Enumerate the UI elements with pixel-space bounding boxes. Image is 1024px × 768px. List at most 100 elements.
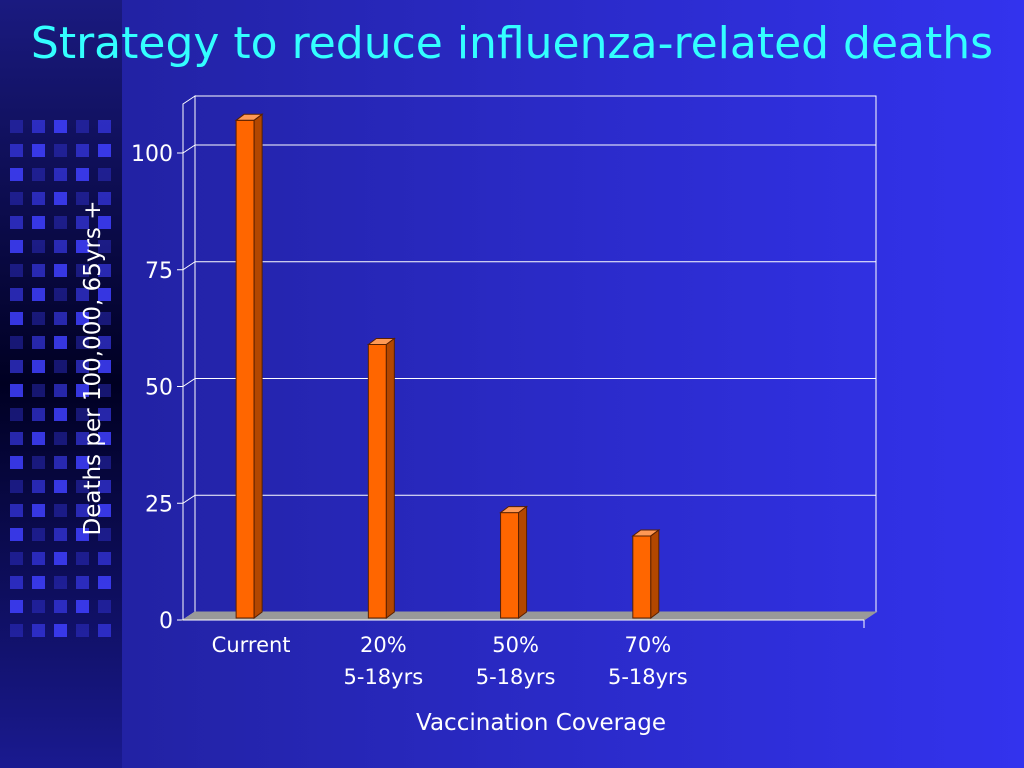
decorative-square (54, 240, 67, 253)
decorative-square (98, 480, 111, 493)
decorative-square (32, 312, 45, 325)
y-axis-title: Deaths per 100,000, 65yrs + (80, 201, 106, 536)
x-tick-label-line: 5-18yrs (476, 665, 556, 689)
decorative-square (10, 504, 23, 517)
decorative-square (54, 600, 67, 613)
decorative-square (10, 576, 23, 589)
decorative-square (32, 264, 45, 277)
y-tick-label: 100 (131, 142, 173, 167)
decorative-square (98, 288, 111, 301)
decorative-square (98, 456, 111, 469)
decorative-square (32, 120, 45, 133)
decorative-square (10, 288, 23, 301)
decorative-square (98, 600, 111, 613)
decorative-square (32, 192, 45, 205)
decorative-square (54, 120, 67, 133)
y-tick-label: 25 (145, 492, 173, 517)
decorative-square (54, 480, 67, 493)
decorative-square (76, 192, 89, 205)
y-tick-label: 50 (145, 376, 173, 401)
gridline-side (182, 144, 196, 154)
decorative-square (98, 264, 111, 277)
decorative-square (10, 264, 23, 277)
decorative-square (32, 576, 45, 589)
bar-side (253, 113, 263, 619)
decorative-square (10, 312, 23, 325)
decorative-square (10, 456, 23, 469)
x-tick-label-line: 70% (624, 633, 671, 657)
y-tick-label: 75 (145, 259, 173, 284)
decorative-square (98, 168, 111, 181)
gridline-side (182, 494, 196, 504)
decorative-square (32, 360, 45, 373)
x-tick-label: 50% 5-18yrs (476, 633, 556, 689)
decorative-square (32, 408, 45, 421)
decorative-square (98, 408, 111, 421)
decorative-square (98, 432, 111, 445)
decorative-square (98, 552, 111, 565)
decorative-square (76, 336, 89, 349)
decorative-square (10, 432, 23, 445)
decorative-square (76, 168, 89, 181)
decorative-square (54, 384, 67, 397)
decorative-square-grid (10, 120, 111, 637)
decorative-square (10, 528, 23, 541)
bar (367, 343, 387, 619)
decorative-square (10, 384, 23, 397)
decorative-square (76, 456, 89, 469)
decorative-square (98, 576, 111, 589)
decorative-square (54, 216, 67, 229)
x-tick-label-line: 5-18yrs (608, 665, 688, 689)
decorative-square (32, 504, 45, 517)
bar-side (650, 528, 660, 619)
bar-side (385, 337, 395, 619)
decorative-square (10, 120, 23, 133)
decorative-square (76, 360, 89, 373)
decorative-square (54, 144, 67, 157)
decorative-square (98, 312, 111, 325)
decorative-square (32, 144, 45, 157)
decorative-square (32, 432, 45, 445)
decorative-square (54, 360, 67, 373)
decorative-square (32, 456, 45, 469)
plot-back-wall (194, 95, 877, 613)
decorative-square (10, 552, 23, 565)
decorative-square (76, 432, 89, 445)
decorative-square (10, 192, 23, 205)
decorative-square (10, 144, 23, 157)
decorative-square (10, 168, 23, 181)
decorative-square (76, 624, 89, 637)
decorative-square (32, 600, 45, 613)
plot-floor (181, 611, 878, 621)
bar (235, 119, 255, 619)
decorative-square (76, 528, 89, 541)
decorative-square (76, 288, 89, 301)
decorative-square (54, 624, 67, 637)
decorative-square (54, 504, 67, 517)
plot-side-wall (182, 95, 196, 621)
x-tick-label-line: 50% (492, 633, 539, 657)
decorative-square (54, 576, 67, 589)
x-tick-label: Current (212, 633, 291, 657)
decorative-square (98, 384, 111, 397)
gridline-side (182, 378, 196, 387)
decorative-square (32, 168, 45, 181)
decorative-square (98, 504, 111, 517)
decorative-square (10, 600, 23, 613)
decorative-square (32, 624, 45, 637)
decorative-square (76, 240, 89, 253)
decorative-square (76, 576, 89, 589)
x-tick-label: 20% 5-18yrs (344, 633, 424, 689)
decorative-square (76, 264, 89, 277)
gridline-side (182, 261, 196, 271)
decorative-square (32, 288, 45, 301)
decorative-square (10, 336, 23, 349)
decorative-square (76, 408, 89, 421)
decorative-square (76, 312, 89, 325)
decorative-square (10, 240, 23, 253)
decorative-square (76, 504, 89, 517)
decorative-square (98, 360, 111, 373)
decorative-square (54, 528, 67, 541)
decorative-square (54, 336, 67, 349)
decorative-square (10, 216, 23, 229)
